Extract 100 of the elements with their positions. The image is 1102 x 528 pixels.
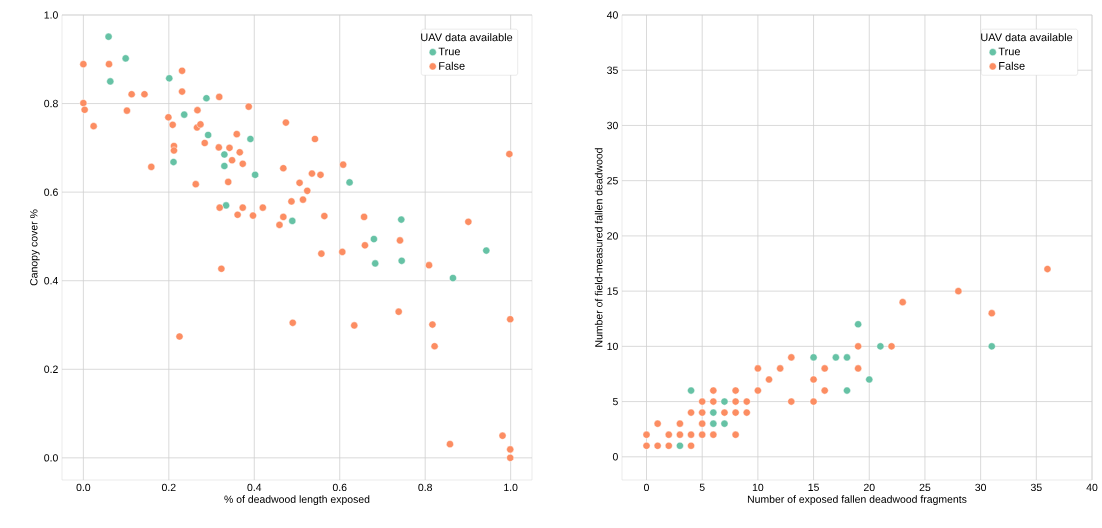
y-tick-label: 0 <box>612 453 618 461</box>
legend-title: UAV data available <box>421 33 513 42</box>
legend-label: True <box>438 47 460 56</box>
y-tick-label: 10 <box>607 342 618 351</box>
x-tick-label: 15 <box>808 483 819 491</box>
point <box>698 430 707 439</box>
point <box>687 408 695 417</box>
point <box>220 150 229 159</box>
point <box>1043 265 1052 273</box>
point <box>106 77 115 86</box>
legend-label: False <box>999 61 1025 70</box>
point <box>754 386 762 395</box>
point <box>709 397 718 406</box>
point <box>169 158 178 166</box>
point <box>709 386 718 395</box>
y-tick-label: 25 <box>607 176 618 185</box>
point <box>676 419 684 428</box>
point <box>288 217 297 225</box>
point <box>865 375 874 384</box>
legend-label: False <box>439 61 465 70</box>
y-tick-label: 1.0 <box>44 11 58 19</box>
point <box>222 201 230 210</box>
point <box>642 430 651 439</box>
legend-label: True <box>998 47 1020 56</box>
point <box>809 397 818 406</box>
point <box>987 342 996 351</box>
point <box>397 215 406 224</box>
point <box>820 386 829 395</box>
point <box>742 408 751 417</box>
point <box>854 364 862 373</box>
point <box>653 419 662 428</box>
point <box>809 353 818 362</box>
y-tick-label: 35 <box>607 66 618 74</box>
x-tick-label: 30 <box>975 483 987 492</box>
x-tick-label: 0.6 <box>332 483 347 492</box>
y-axis-title: Number of field-measured fallen deadwood <box>594 148 603 347</box>
point <box>653 441 662 450</box>
point <box>687 441 695 450</box>
y-axis-title: Canopy cover % <box>30 209 40 286</box>
x-tick-label: 5 <box>699 483 705 491</box>
point <box>482 246 491 255</box>
point <box>820 364 829 373</box>
point <box>787 353 796 362</box>
point <box>698 397 707 406</box>
point <box>709 430 718 439</box>
point <box>843 353 851 362</box>
y-tick-label: 15 <box>607 287 618 295</box>
point <box>832 353 840 362</box>
point <box>876 342 885 351</box>
x-tick-label: 0.2 <box>161 483 176 492</box>
x-tick-label: 10 <box>752 483 764 492</box>
x-tick-label: 25 <box>919 483 931 492</box>
point <box>954 287 963 295</box>
legend-title: UAV data available <box>981 33 1073 42</box>
point <box>731 430 740 439</box>
point <box>765 375 773 384</box>
point <box>251 171 259 179</box>
point <box>731 386 740 395</box>
point <box>687 430 695 439</box>
x-tick-label: 1.0 <box>504 483 518 492</box>
y-tick-label: 40 <box>606 11 618 19</box>
point <box>709 419 718 428</box>
point <box>371 259 380 268</box>
point <box>220 162 229 170</box>
point <box>754 364 762 373</box>
point <box>370 235 378 243</box>
x-tick-label: 0.4 <box>247 483 262 492</box>
y-tick-label: 0.8 <box>44 99 58 108</box>
point <box>676 430 684 439</box>
x-tick-label: 0.0 <box>76 483 91 492</box>
x-tick-label: 40 <box>1086 483 1098 492</box>
point <box>246 135 255 143</box>
point <box>720 397 729 406</box>
point <box>345 178 354 187</box>
point <box>180 110 189 119</box>
point <box>787 397 796 406</box>
point <box>202 94 211 103</box>
point <box>698 408 707 417</box>
point <box>731 397 740 406</box>
point <box>843 386 851 395</box>
point <box>676 441 684 450</box>
point <box>854 342 862 351</box>
point <box>709 408 718 417</box>
point <box>121 54 130 63</box>
point <box>165 74 174 83</box>
y-tick-label: 20 <box>607 232 618 240</box>
y-tick-label: 30 <box>607 121 618 130</box>
x-tick-label: 35 <box>1030 483 1042 492</box>
point <box>642 441 651 450</box>
x-axis-title: Number of exposed fallen deadwood fragments <box>747 495 967 506</box>
y-tick-label: 5 <box>612 397 618 406</box>
y-tick-label: 0.0 <box>44 454 58 462</box>
point <box>809 375 818 384</box>
point <box>731 408 740 417</box>
point <box>987 309 996 318</box>
point <box>720 408 729 417</box>
x-axis-title: % of deadwood length exposed <box>224 495 370 506</box>
y-tick-label: 0.2 <box>44 365 58 373</box>
point <box>698 419 707 428</box>
point <box>887 342 896 351</box>
